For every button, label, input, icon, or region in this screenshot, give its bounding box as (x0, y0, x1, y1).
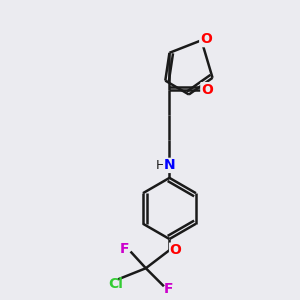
Text: Cl: Cl (108, 277, 123, 290)
Text: O: O (200, 32, 212, 46)
Text: F: F (120, 242, 130, 256)
Text: H: H (156, 159, 165, 172)
Text: N: N (164, 158, 175, 172)
Text: O: O (202, 83, 214, 97)
Text: O: O (169, 243, 181, 257)
Text: F: F (163, 282, 173, 296)
